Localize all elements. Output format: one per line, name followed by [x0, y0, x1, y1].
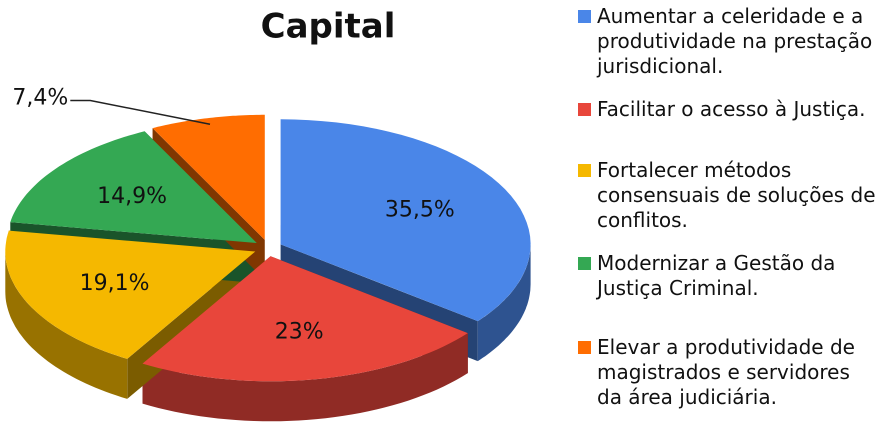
legend-swatch: [578, 257, 591, 270]
legend: Aumentar a celeridade e a produtividade …: [578, 4, 878, 428]
legend-item: Aumentar a celeridade e a produtividade …: [578, 4, 878, 79]
legend-swatch: [578, 164, 591, 177]
legend-swatch: [578, 103, 591, 116]
data-label: 35,5%: [385, 197, 455, 222]
data-label: 23%: [275, 319, 324, 344]
legend-label: Modernizar a Gestão da Justiça Criminal.: [597, 251, 836, 300]
pie-area: Capital 35,5% 23% 19,1% 14,9% 7,4%: [5, 7, 531, 422]
data-label: 7,4%: [12, 85, 68, 110]
slice-wall: [477, 244, 531, 362]
slice: [152, 114, 265, 240]
legend-label: Facilitar o acesso à Justiça.: [597, 97, 866, 121]
legend-item: Modernizar a Gestão da Justiça Criminal.: [578, 251, 878, 301]
legend-item: Facilitar o acesso à Justiça.: [578, 97, 878, 122]
legend-label: Fortalecer métodos consensuais de soluçõ…: [597, 158, 876, 232]
slice: [10, 131, 257, 244]
chart-title: Capital: [261, 7, 396, 47]
legend-swatch: [578, 341, 591, 354]
leader-line: [70, 99, 211, 126]
slice-wall: [5, 251, 128, 399]
legend-label: Elevar a produtividade de magistrados e …: [597, 335, 855, 409]
slice: [280, 119, 531, 322]
slice-wall: [142, 333, 468, 422]
data-label: 14,9%: [97, 184, 167, 209]
slice: [142, 256, 468, 382]
legend-swatch: [578, 10, 591, 23]
data-label: 19,1%: [80, 271, 150, 296]
legend-label: Aumentar a celeridade e a produtividade …: [597, 4, 873, 78]
legend-item: Fortalecer métodos consensuais de soluçõ…: [578, 158, 878, 233]
slice: [5, 230, 256, 359]
legend-item: Elevar a produtividade de magistrados e …: [578, 335, 878, 410]
